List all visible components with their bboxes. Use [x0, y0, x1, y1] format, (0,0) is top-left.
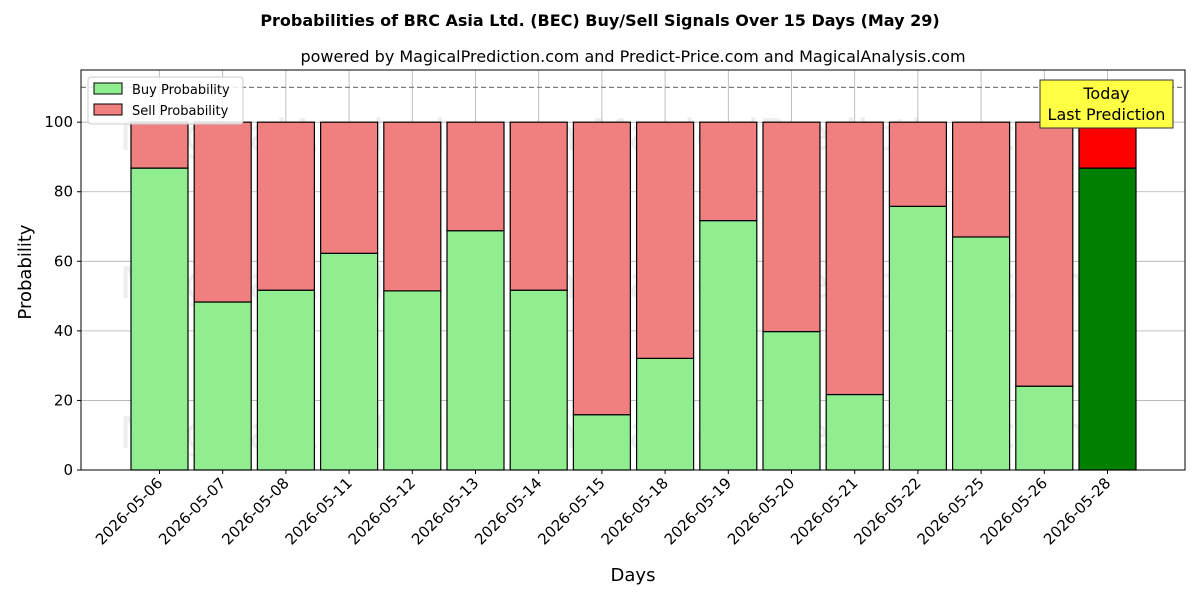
x-tick-label: 2026-05-15 [534, 474, 608, 548]
x-tick-label: 2026-05-19 [661, 474, 735, 548]
x-tick-label: 2026-05-18 [598, 474, 672, 548]
y-tick-label: 80 [54, 183, 73, 201]
x-axis-ticks: 2026-05-062026-05-072026-05-082026-05-11… [92, 470, 1114, 548]
bar-buy [1078, 167, 1137, 471]
bar-sell [635, 121, 695, 359]
bar-buy [383, 290, 442, 471]
legend-label-buy: Buy Probability [132, 83, 230, 98]
y-tick-label: 100 [44, 113, 73, 131]
x-tick-label: 2026-05-21 [787, 474, 861, 548]
x-tick-label: 2026-05-20 [724, 474, 798, 548]
bar-buy [320, 252, 379, 471]
bar-buy [509, 289, 568, 471]
chart-subtitle: powered by MagicalPrediction.com and Pre… [300, 47, 965, 66]
bar-buy [193, 301, 252, 471]
annotation-box [1039, 79, 1174, 129]
x-tick-label: 2026-05-14 [471, 474, 545, 548]
bar-sell [130, 121, 189, 169]
bar-sell [1015, 121, 1074, 387]
x-tick-label: 2026-05-28 [1040, 474, 1114, 548]
bar-sell [193, 121, 252, 303]
bar-sell [699, 121, 758, 222]
y-tick-label: 60 [54, 252, 73, 270]
bar-buy [130, 167, 189, 471]
bar-buy [762, 330, 821, 471]
legend: Buy Probability Sell Probability [87, 76, 244, 125]
bar-sell [762, 121, 821, 333]
bar-sell [383, 121, 442, 292]
bar-sell [509, 121, 568, 291]
bar-sell [1078, 121, 1137, 169]
chart-title: Probabilities of BRC Asia Ltd. (BEC) Buy… [260, 11, 939, 30]
x-tick-label: 2026-05-12 [345, 474, 419, 548]
legend-swatch-buy [93, 82, 123, 95]
x-tick-label: 2026-05-25 [914, 474, 988, 548]
plot-frame [80, 69, 1186, 471]
annotation-line-1: Today [1082, 84, 1129, 103]
bar-sell [572, 121, 632, 416]
y-axis-label: Probability [15, 224, 36, 319]
y-tick-label: 20 [54, 391, 73, 409]
bar-buy [256, 289, 315, 471]
legend-label-sell: Sell Probability [132, 104, 229, 119]
annotation-line-2: Last Prediction [1048, 105, 1166, 124]
bar-sell [888, 121, 948, 207]
today-annotation: Today Last Prediction [1039, 79, 1174, 129]
x-tick-label: 2026-05-11 [282, 474, 356, 548]
x-axis-label: Days [611, 565, 656, 586]
bar-sell [320, 121, 379, 254]
bar-sell [825, 121, 884, 396]
y-tick-label: 40 [54, 322, 73, 340]
legend-swatch-sell [93, 103, 123, 116]
x-tick-label: 2026-05-06 [92, 474, 166, 548]
bar-buy [699, 220, 758, 471]
bar-buy [1015, 385, 1074, 471]
y-tick-label: 0 [63, 461, 73, 479]
bar-buy [951, 236, 1011, 471]
bar-buy [825, 393, 884, 471]
bar-buy [888, 205, 948, 471]
x-tick-label: 2026-05-07 [155, 474, 229, 548]
y-axis-ticks: 0 20 40 60 80 100 [44, 113, 81, 479]
legend-frame [87, 76, 244, 125]
x-tick-label: 2026-05-22 [850, 474, 924, 548]
x-tick-label: 2026-05-13 [408, 474, 482, 548]
bar-buy [635, 357, 695, 471]
bar-buy [446, 230, 505, 471]
bars [130, 121, 1137, 471]
bar-sell [446, 121, 505, 232]
x-tick-label: 2026-05-08 [218, 474, 292, 548]
bar-sell [256, 121, 315, 291]
bar-sell [951, 121, 1011, 238]
x-tick-label: 2026-05-26 [977, 474, 1051, 548]
bar-buy [572, 414, 632, 471]
